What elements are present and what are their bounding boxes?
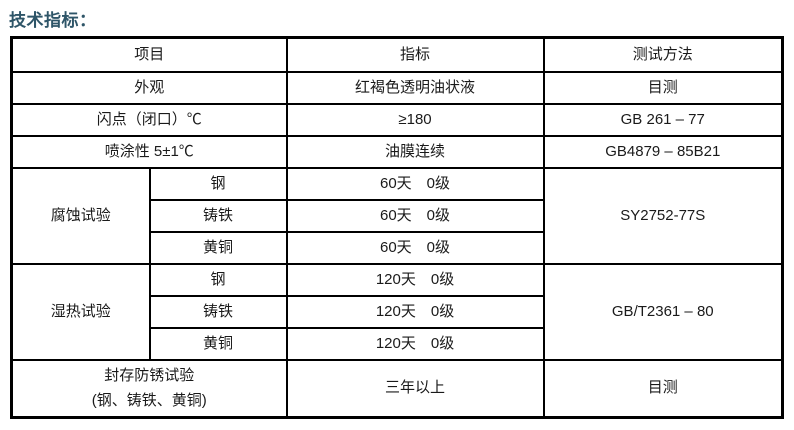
cell-flash-point-item: 闪点（闭口）℃ bbox=[10, 102, 288, 137]
cell-damp-heat-steel-material: 钢 bbox=[148, 262, 288, 297]
cell-appearance-indicator: 红褐色透明油状液 bbox=[285, 70, 545, 105]
page-title: 技术指标： bbox=[9, 11, 97, 30]
cell-sprayability-indicator: 油膜连续 bbox=[285, 134, 545, 169]
cell-sealed-rust-item-line2: (钢、铸铁、黄铜) bbox=[91, 392, 207, 410]
cell-damp-heat-method: GB/T2361 – 80 bbox=[542, 262, 784, 361]
row-corrosion-steel: 腐蚀试验 钢 60天 0级 SY2752-77S bbox=[10, 166, 784, 265]
cell-damp-heat-cast-iron-material: 铸铁 bbox=[148, 294, 288, 329]
cell-appearance-item: 外观 bbox=[10, 70, 288, 105]
row-damp-heat-steel: 湿热试验 钢 120天 0级 GB/T2361 – 80 bbox=[10, 262, 784, 361]
cell-appearance-method: 目测 bbox=[542, 70, 784, 105]
cell-corrosion-steel-material: 钢 bbox=[148, 166, 288, 201]
row-corrosion-brass: 黄铜 60天 0级 bbox=[12, 230, 783, 265]
cell-sealed-rust-item: 封存防锈试验 (钢、铸铁、黄铜) bbox=[10, 358, 288, 419]
cell-damp-heat-brass-material: 黄铜 bbox=[148, 326, 288, 361]
cell-corrosion-brass-material: 黄铜 bbox=[148, 230, 288, 265]
table-header-row: 项目 指标 测试方法 bbox=[10, 36, 784, 73]
cell-corrosion-method: SY2752-77S bbox=[542, 166, 784, 265]
cell-corrosion-group-label: 腐蚀试验 bbox=[10, 166, 151, 265]
cell-sprayability-method: GB4879 – 85B21 bbox=[542, 134, 784, 169]
row-corrosion-cast-iron: 铸铁 60天 0级 bbox=[12, 198, 783, 233]
cell-corrosion-brass-value: 60天 0级 bbox=[285, 230, 545, 265]
row-damp-heat-cast-iron: 铸铁 120天 0级 bbox=[12, 294, 783, 329]
cell-damp-heat-group-label: 湿热试验 bbox=[10, 262, 151, 361]
cell-damp-heat-cast-iron-value: 120天 0级 bbox=[285, 294, 545, 329]
row-sealed-rust: 封存防锈试验 (钢、铸铁、黄铜) 三年以上 目测 bbox=[10, 358, 784, 419]
cell-flash-point-method: GB 261 – 77 bbox=[542, 102, 784, 137]
header-indicator: 指标 bbox=[285, 36, 545, 73]
cell-sealed-rust-indicator: 三年以上 bbox=[285, 358, 545, 419]
cell-sealed-rust-item-line1: 封存防锈试验 bbox=[104, 366, 195, 384]
row-flash-point: 闪点（闭口）℃ ≥180 GB 261 – 77 bbox=[10, 102, 784, 137]
cell-sprayability-item: 喷涂性 5±1℃ bbox=[10, 134, 288, 169]
spec-table: 项目 指标 测试方法 外观 红褐色透明油状液 目测 闪点（闭口）℃ ≥180 G… bbox=[10, 36, 785, 419]
cell-corrosion-steel-value: 60天 0级 bbox=[285, 166, 545, 201]
row-damp-heat-brass: 黄铜 120天 0级 bbox=[12, 326, 783, 361]
row-appearance: 外观 红褐色透明油状液 目测 bbox=[10, 70, 784, 105]
cell-sealed-rust-method: 目测 bbox=[542, 358, 784, 419]
cell-flash-point-indicator: ≥180 bbox=[285, 102, 545, 137]
cell-damp-heat-brass-value: 120天 0级 bbox=[285, 326, 545, 361]
header-item: 项目 bbox=[10, 36, 288, 73]
row-sprayability: 喷涂性 5±1℃ 油膜连续 GB4879 – 85B21 bbox=[10, 134, 784, 169]
header-method: 测试方法 bbox=[542, 36, 784, 73]
cell-corrosion-cast-iron-material: 铸铁 bbox=[148, 198, 288, 233]
cell-damp-heat-steel-value: 120天 0级 bbox=[285, 262, 545, 297]
cell-corrosion-cast-iron-value: 60天 0级 bbox=[285, 198, 545, 233]
